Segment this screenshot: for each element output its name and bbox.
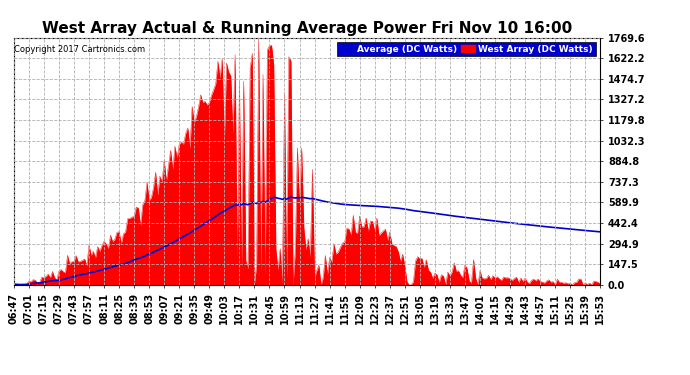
Legend: Average (DC Watts), West Array (DC Watts): Average (DC Watts), West Array (DC Watts… <box>337 42 595 56</box>
Title: West Array Actual & Running Average Power Fri Nov 10 16:00: West Array Actual & Running Average Powe… <box>42 21 572 36</box>
Text: Copyright 2017 Cartronics.com: Copyright 2017 Cartronics.com <box>14 45 146 54</box>
